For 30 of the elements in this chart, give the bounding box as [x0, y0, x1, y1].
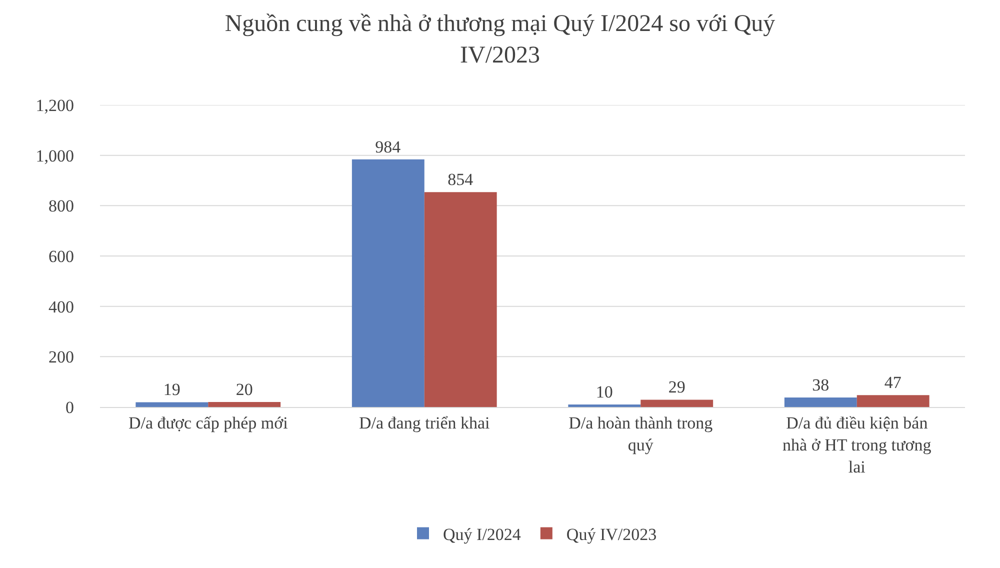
data-label: 10 — [596, 382, 613, 402]
bar — [856, 395, 930, 407]
x-tick-label: D/a đang triển khai — [358, 413, 490, 432]
y-tick-label: 400 — [48, 297, 74, 316]
data-label: 38 — [812, 375, 830, 394]
y-tick-label: 800 — [48, 196, 74, 216]
y-tick-label: 600 — [48, 246, 74, 266]
legend-label: Quý I/2024 — [443, 524, 522, 544]
data-label: 19 — [163, 380, 180, 400]
data-label: 47 — [884, 373, 902, 392]
bar — [568, 404, 641, 407]
y-tick-label: 1,000 — [36, 146, 74, 166]
data-label: 854 — [448, 170, 474, 190]
legend-label: Quý IV/2023 — [566, 524, 657, 544]
chart-title: Nguồn cung về nhà ở thương mại Quý I/2024 so với Quý IV/2023 — [224, 11, 776, 68]
data-label: 984 — [375, 137, 402, 156]
bar — [784, 397, 857, 407]
data-label: 20 — [236, 380, 253, 399]
y-tick-label: 1,200 — [36, 96, 74, 115]
data-label: 29 — [668, 378, 686, 397]
bar — [136, 402, 208, 407]
x-tick-label: D/a đủ điều kiện bán nhà ở HT trong tương lai — [782, 413, 932, 477]
x-tick-label: D/a hoàn thành trong quý — [568, 413, 714, 454]
x-tick-label: D/a được cấp phép mới — [128, 413, 288, 432]
bar — [208, 402, 281, 407]
bar — [352, 159, 424, 407]
bar — [640, 400, 714, 407]
y-tick-label: 0 — [66, 398, 74, 417]
bar — [424, 192, 497, 407]
y-tick-label: 200 — [48, 348, 74, 367]
